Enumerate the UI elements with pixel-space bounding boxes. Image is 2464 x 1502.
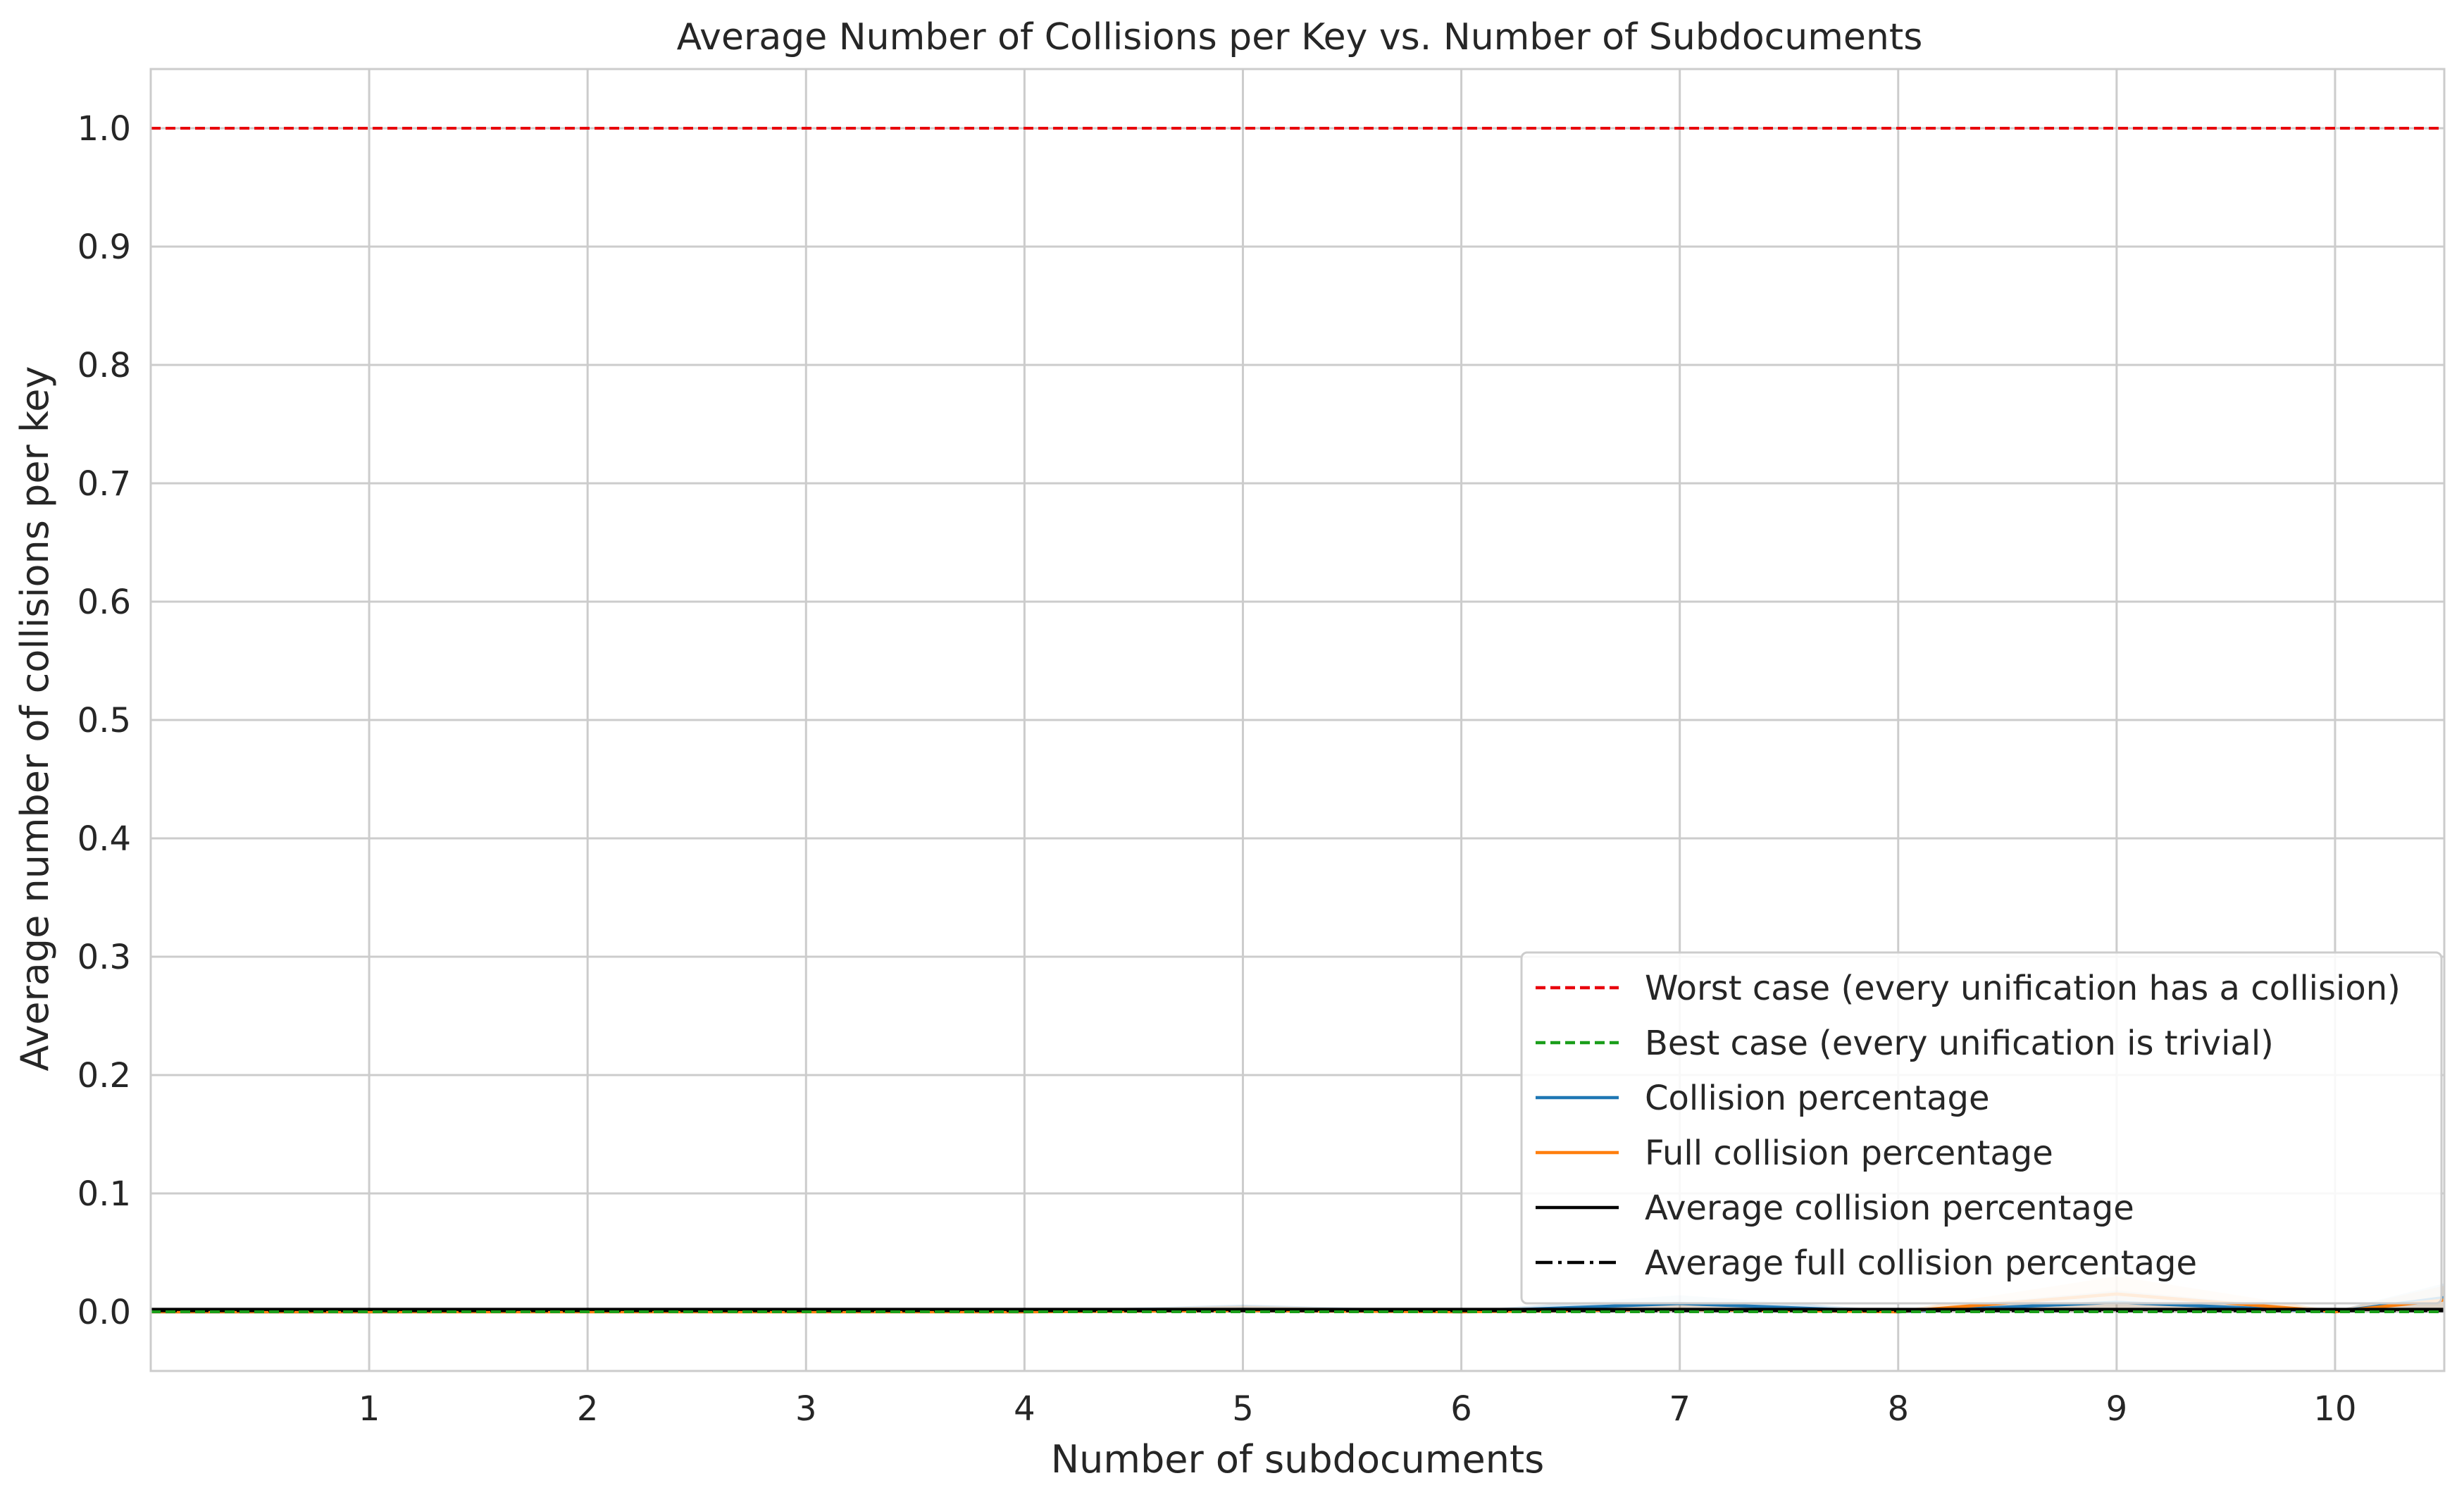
x-tick-label: 6 bbox=[1450, 1389, 1472, 1429]
legend-label: Full collision percentage bbox=[1645, 1134, 2053, 1173]
plot-frame bbox=[149, 68, 2446, 1372]
y-tick-label: 1.0 bbox=[77, 109, 131, 149]
x-tick-label: 1 bbox=[359, 1389, 380, 1429]
x-tick-label: 9 bbox=[2106, 1389, 2128, 1429]
y-tick-label: 0.5 bbox=[77, 701, 131, 740]
y-axis-ticks: 0.0 0.1 0.2 0.3 0.4 0.5 0.6 0.7 0.8 0.9 1.0 bbox=[77, 109, 131, 1332]
y-tick-label: 0.0 bbox=[77, 1293, 131, 1332]
x-tick-label: 7 bbox=[1669, 1389, 1691, 1429]
x-tick-label: 10 bbox=[2313, 1389, 2356, 1429]
y-tick-label: 0.6 bbox=[77, 583, 131, 622]
legend-label: Average full collision percentage bbox=[1645, 1243, 2197, 1283]
y-tick-label: 0.1 bbox=[77, 1174, 131, 1214]
y-tick-label: 0.4 bbox=[77, 819, 131, 859]
x-tick-label: 2 bbox=[577, 1389, 599, 1429]
x-tick-label: 4 bbox=[1014, 1389, 1035, 1429]
legend-box bbox=[1520, 951, 2443, 1305]
y-tick-label: 0.7 bbox=[77, 464, 131, 504]
legend-label: Collision percentage bbox=[1645, 1079, 1990, 1118]
x-axis-label: Number of subdocuments bbox=[1051, 1437, 1545, 1482]
chart-title: Average Number of Collisions per Key vs.… bbox=[677, 16, 1923, 58]
legend-label: Best case (every unification is trivial) bbox=[1645, 1024, 2274, 1063]
y-axis-label: Average number of collisions per key bbox=[13, 366, 57, 1072]
x-tick-label: 8 bbox=[1887, 1389, 1909, 1429]
legend: Worst case (every unification has a coll… bbox=[1520, 951, 2443, 1305]
y-tick-label: 0.8 bbox=[77, 346, 131, 385]
legend-label: Worst case (every unification has a coll… bbox=[1645, 969, 2401, 1008]
x-tick-label: 3 bbox=[795, 1389, 817, 1429]
y-tick-label: 0.2 bbox=[77, 1056, 131, 1096]
x-axis-ticks: 1 2 3 4 5 6 7 8 9 10 bbox=[359, 1389, 2357, 1429]
y-tick-label: 0.9 bbox=[77, 228, 131, 267]
legend-label: Average collision percentage bbox=[1645, 1188, 2134, 1228]
y-tick-label: 0.3 bbox=[77, 938, 131, 977]
x-tick-label: 5 bbox=[1232, 1389, 1254, 1429]
